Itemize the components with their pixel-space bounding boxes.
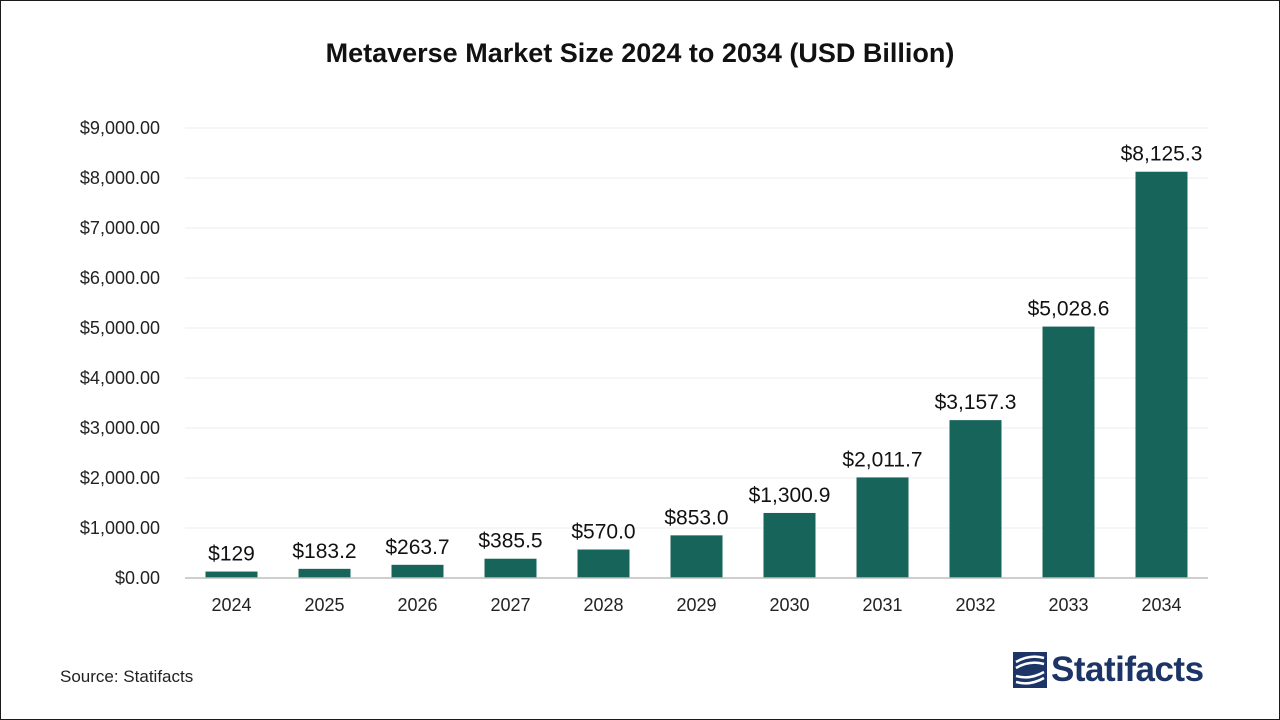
x-tick-label: 2032 <box>955 595 995 615</box>
brand-logo: Statifacts <box>1013 650 1204 690</box>
bar <box>856 477 909 578</box>
bar <box>298 568 351 578</box>
y-tick-label: $4,000.00 <box>80 368 160 388</box>
data-label: $263.7 <box>385 536 449 559</box>
y-tick-label: $0.00 <box>115 568 160 588</box>
x-tick-label: 2025 <box>304 595 344 615</box>
statifacts-logo-icon <box>1013 652 1047 688</box>
data-label: $570.0 <box>571 521 635 544</box>
x-tick-label: 2029 <box>676 595 716 615</box>
data-label: $129 <box>208 543 255 566</box>
data-label: $8,125.3 <box>1121 143 1203 166</box>
y-tick-label: $2,000.00 <box>80 468 160 488</box>
y-tick-label: $3,000.00 <box>80 418 160 438</box>
data-label: $2,011.7 <box>842 448 922 471</box>
bar <box>1135 171 1188 579</box>
bar <box>484 558 537 578</box>
data-label: $5,028.6 <box>1028 298 1110 321</box>
chart-title: Metaverse Market Size 2024 to 2034 (USD … <box>325 38 955 68</box>
x-tick-label: 2027 <box>490 595 530 615</box>
bar <box>577 549 630 578</box>
bar <box>763 512 816 578</box>
x-tick-label: 2031 <box>862 595 902 615</box>
source-note: Source: Statifacts <box>60 667 194 686</box>
y-tick-label: $5,000.00 <box>80 318 160 338</box>
y-tick-label: $8,000.00 <box>80 168 160 188</box>
x-tick-label: 2034 <box>1141 595 1181 615</box>
y-tick-label: $7,000.00 <box>80 218 160 238</box>
bar <box>205 571 258 578</box>
y-tick-label: $6,000.00 <box>80 268 160 288</box>
bar <box>670 535 723 578</box>
x-tick-label: 2028 <box>583 595 623 615</box>
y-tick-label: $9,000.00 <box>80 118 160 138</box>
data-label: $385.5 <box>478 530 542 553</box>
brand-name: Statifacts <box>1051 650 1204 689</box>
data-label: $183.2 <box>292 540 356 563</box>
bar <box>1042 326 1095 578</box>
data-label: $3,157.3 <box>935 391 1017 414</box>
x-tick-label: 2033 <box>1048 595 1088 615</box>
bar <box>391 564 444 578</box>
x-tick-label: 2026 <box>397 595 437 615</box>
x-tick-label: 2030 <box>769 595 809 615</box>
bar <box>949 420 1002 578</box>
x-tick-label: 2024 <box>211 595 251 615</box>
data-label: $1,300.9 <box>749 484 831 507</box>
y-tick-label: $1,000.00 <box>80 518 160 538</box>
data-label: $853.0 <box>664 506 728 529</box>
